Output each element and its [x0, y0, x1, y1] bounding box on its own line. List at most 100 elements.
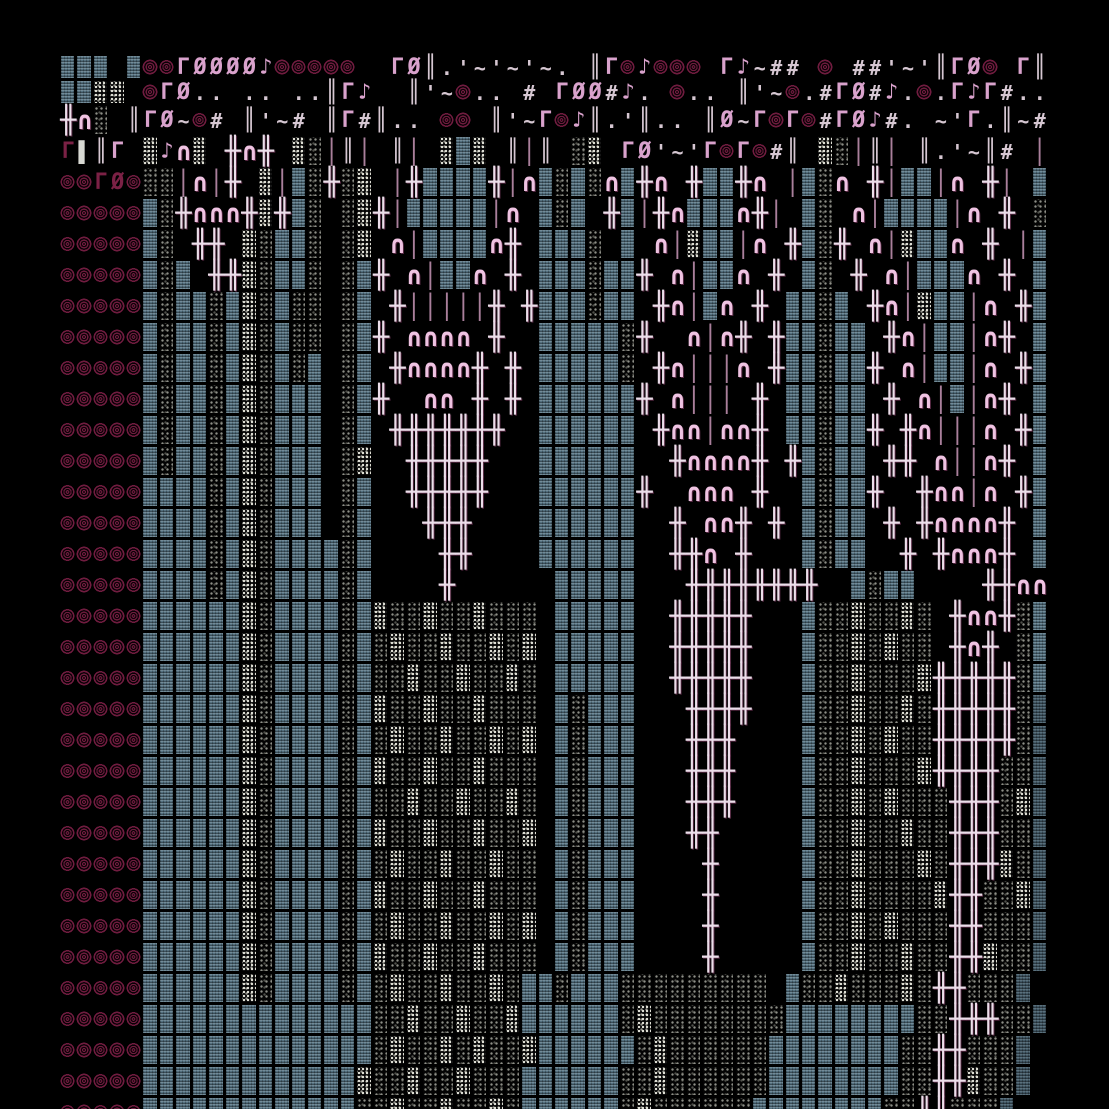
- hash-glyph: #: [770, 139, 783, 164]
- woven-block-blue: [175, 849, 191, 880]
- slashed-o-glyph: Ø: [852, 80, 866, 105]
- woven-block-blue: [850, 570, 866, 601]
- dither-block-bright: [389, 1097, 405, 1109]
- target-rings-icon: [92, 322, 109, 353]
- woven-block-blue: [291, 911, 307, 942]
- dither-block-bright: [406, 1066, 422, 1097]
- dither-block-bright: [817, 136, 833, 167]
- dither-block-dim: [817, 725, 833, 756]
- woven-block-blue: [208, 756, 224, 787]
- empty-cell: [653, 694, 669, 725]
- dither-block-dim: [636, 973, 652, 1004]
- dither-block-dim: [406, 756, 422, 787]
- woven-block-blue: [159, 632, 175, 663]
- dither-block-dim: [916, 1066, 932, 1097]
- slashed-o-glyph: Ø: [588, 80, 602, 105]
- cross-glyph: ╫: [899, 446, 917, 477]
- empty-cell: [538, 756, 554, 787]
- cross-glyph: ╫: [949, 880, 966, 911]
- empty-cell: [653, 663, 669, 694]
- dither-block-dim: [570, 880, 586, 911]
- dither-block-dim: [159, 353, 175, 384]
- empty-cell: [373, 415, 389, 446]
- dither-block-bright: [422, 601, 438, 632]
- woven-block-blue: [93, 55, 109, 80]
- empty-cell: [472, 322, 488, 353]
- woven-block-blue: [192, 756, 208, 787]
- thin-bar-glyph: │: [423, 261, 438, 290]
- woven-block-blue: [291, 1004, 307, 1035]
- woven-block-blue: [603, 849, 619, 880]
- dither-block-bright: [1015, 787, 1031, 818]
- quote-glyph: ': [951, 108, 964, 133]
- empty-cell: [538, 601, 554, 632]
- empty-cell: [669, 849, 685, 880]
- woven-block-blue: [554, 756, 570, 787]
- tilde-glyph: ~: [902, 55, 915, 80]
- dither-block-bright: [505, 1004, 521, 1035]
- woven-block-blue: [274, 663, 290, 694]
- woven-block-blue: [142, 973, 158, 1004]
- empty-cell: [768, 880, 784, 911]
- empty-cell: [323, 446, 339, 477]
- empty-cell: [834, 55, 850, 80]
- empty-cell: [488, 353, 504, 384]
- woven-block-blue: [801, 601, 817, 632]
- dither-block-dim: [1032, 198, 1048, 229]
- target-rings-icon: [76, 973, 92, 1004]
- note-glyph: ♪: [967, 80, 981, 105]
- dither-block-dim: [900, 787, 916, 818]
- cross-glyph: ╫: [735, 601, 752, 632]
- dither-block-bright: [488, 725, 504, 756]
- woven-block-blue: [801, 787, 817, 818]
- woven-block-blue: [570, 1097, 586, 1109]
- empty-cell: [653, 477, 669, 508]
- empty-cell: [636, 570, 652, 601]
- target-rings-icon: [109, 198, 125, 229]
- target-rings-icon: [109, 601, 125, 632]
- cross-glyph: ╫: [735, 694, 752, 725]
- woven-block-blue: [1032, 539, 1048, 570]
- cross-glyph: ╫: [702, 725, 719, 756]
- empty-cell: [785, 787, 801, 818]
- woven-block-blue: [192, 880, 208, 911]
- empty-cell: [900, 384, 916, 415]
- woven-block-blue: [356, 291, 372, 322]
- dither-block-dim: [867, 632, 883, 663]
- arch-glyph: ∩: [604, 168, 620, 197]
- double-bar-glyph: ║: [94, 139, 108, 164]
- arch-glyph: ∩: [933, 447, 949, 476]
- cross-glyph: ╫: [735, 663, 752, 694]
- woven-block-blue: [538, 167, 554, 198]
- target-rings-icon: [125, 229, 142, 260]
- woven-block-blue: [603, 973, 619, 1004]
- woven-block-blue: [949, 384, 965, 415]
- dither-block-bright: [192, 136, 208, 167]
- dither-block-dim: [291, 322, 307, 353]
- dither-block-dim: [406, 880, 422, 911]
- dither-block-dim: [900, 1035, 916, 1066]
- target-rings-icon: [109, 570, 125, 601]
- arch-glyph: ∩: [669, 416, 686, 445]
- woven-block-blue: [225, 694, 241, 725]
- dither-block-bright: [241, 942, 257, 973]
- cross-glyph: ╫: [932, 973, 950, 1004]
- woven-block-blue: [603, 942, 619, 973]
- dither-block-dim: [900, 663, 916, 694]
- woven-block-blue-dark: [1015, 1035, 1031, 1066]
- empty-cell: [735, 818, 751, 849]
- thin-bar-glyph: │: [900, 261, 916, 290]
- cross-glyph: ╫: [932, 694, 950, 725]
- cross-glyph: ╫: [735, 508, 752, 539]
- woven-block-blue: [225, 787, 241, 818]
- cross-glyph: ╫: [751, 446, 768, 477]
- woven-block-blue: [620, 1035, 636, 1066]
- target-rings-icon: [142, 80, 158, 105]
- dither-block-dim: [982, 911, 998, 942]
- gamma-glyph: Γ: [1016, 55, 1030, 80]
- woven-block-blue: [1032, 322, 1048, 353]
- dither-block-bright: [521, 632, 537, 663]
- woven-block-blue: [538, 353, 554, 384]
- woven-block-blue: [142, 1097, 158, 1109]
- woven-block-blue: [142, 384, 158, 415]
